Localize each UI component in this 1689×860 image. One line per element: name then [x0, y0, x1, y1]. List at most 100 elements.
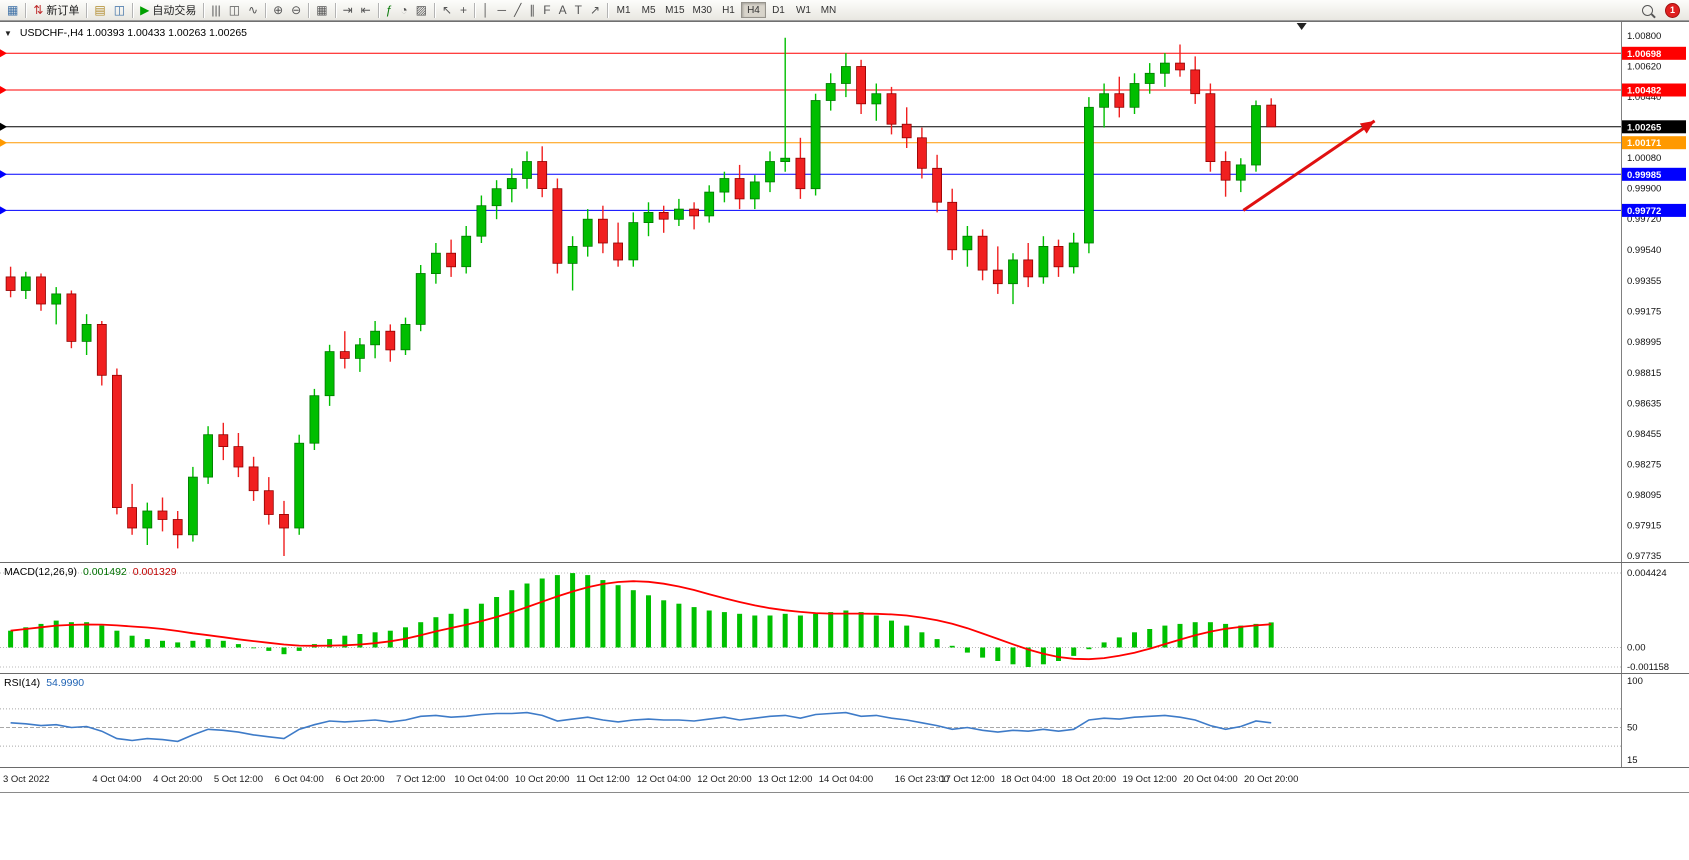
svg-text:0.99720: 0.99720	[1627, 214, 1661, 225]
timeframe-h4-button[interactable]: H4	[740, 2, 766, 18]
svg-text:0.99540: 0.99540	[1627, 245, 1661, 256]
data-window-icon: ◫	[113, 3, 126, 17]
macd-chart[interactable]: 0.004424 0.00 -0.001158	[0, 563, 1689, 673]
cursor-icon: ↖	[441, 3, 453, 17]
toolbar-separator	[132, 2, 134, 18]
chart-shift-button[interactable]: ⇤	[357, 1, 375, 19]
tile-windows-icon: ▦	[316, 3, 328, 17]
trendline-icon: ╱	[514, 3, 522, 17]
zoom-out-button[interactable]: ⊖	[287, 1, 305, 19]
macd-panel[interactable]: MACD(12,26,9) 0.001492 0.001329 0.004424…	[0, 562, 1689, 673]
main-toolbar: ▦ ⇅ 新订单 ▤ ◫ ▶ 自动交易 ||| ◫ ∿ ⊕ ⊖ ▦ ⇥ ⇤ ƒ ◔ ▨ ↖ + │ ─ ╱ ∥ F A T ↗ M1 M5 M…	[0, 0, 1689, 21]
zoom-in-button[interactable]: ⊕	[269, 1, 287, 19]
svg-text:1.00800: 1.00800	[1627, 31, 1661, 42]
rsi-label: RSI(14)	[4, 677, 41, 689]
notification-badge[interactable]: 1	[1665, 2, 1680, 18]
toolbar-separator	[334, 2, 336, 18]
new-order-icon: ⇅	[33, 3, 44, 17]
svg-text:1.00482: 1.00482	[1627, 86, 1661, 97]
svg-text:0.97915: 0.97915	[1627, 521, 1661, 532]
svg-text:0.98095: 0.98095	[1627, 490, 1661, 501]
cursor-button[interactable]: ↖	[438, 1, 456, 19]
toolbar-separator	[86, 2, 88, 18]
crosshair-button[interactable]: +	[456, 1, 471, 19]
text-button[interactable]: A	[555, 1, 571, 19]
tile-windows-button[interactable]: ▦	[312, 1, 331, 19]
timeframe-m5-button[interactable]: M5	[636, 2, 661, 18]
time-label: 11 Oct 12:00	[576, 774, 630, 785]
toolbar-separator	[308, 2, 310, 18]
svg-text:0.99772: 0.99772	[1627, 206, 1661, 217]
candlestick-chart-button[interactable]: ◫	[225, 1, 244, 19]
text-label-button[interactable]: T	[571, 1, 586, 19]
new-chart-button[interactable]: ▦	[3, 1, 22, 19]
timeframe-w1-button[interactable]: W1	[791, 2, 816, 18]
toolbar-group: ▦	[3, 1, 22, 19]
fibonacci-button[interactable]: F	[539, 1, 554, 19]
timeframe-d1-button[interactable]: D1	[766, 2, 791, 18]
svg-text:100: 100	[1627, 676, 1643, 687]
macd-label: MACD(12,26,9)	[4, 566, 77, 578]
timeframe-m15-button[interactable]: M15	[661, 2, 688, 18]
rsi-panel[interactable]: RSI(14) 54.9990 100 50 15	[0, 673, 1689, 767]
svg-text:0.98815: 0.98815	[1627, 368, 1661, 379]
trendline-button[interactable]: ╱	[510, 1, 525, 19]
time-label: 4 Oct 20:00	[153, 774, 203, 785]
toolbar-group: ƒ ◔ ▨	[382, 1, 431, 19]
auto-scroll-button[interactable]: ⇥	[339, 1, 357, 19]
arrows-button[interactable]: ↗	[586, 1, 604, 19]
timeframe-mn-button[interactable]: MN	[816, 2, 841, 18]
indicators-button[interactable]: ƒ	[382, 1, 397, 19]
time-label: 19 Oct 12:00	[1122, 774, 1177, 785]
time-axis[interactable]: 3 Oct 2022 4 Oct 04:00 4 Oct 20:00 5 Oct 12…	[0, 767, 1689, 792]
rsi-chart[interactable]: 100 50 15	[0, 674, 1689, 767]
market-watch-button[interactable]: ▤	[90, 1, 109, 19]
timeframe-h1-button[interactable]: H1	[716, 2, 741, 18]
new-order-button[interactable]: ⇅ 新订单	[29, 1, 83, 19]
autotrading-button[interactable]: ▶ 自动交易	[136, 1, 200, 19]
toolbar-separator	[433, 2, 435, 18]
horizontal-line-icon: ─	[497, 3, 507, 17]
time-label: 6 Oct 04:00	[274, 774, 324, 785]
text-icon: A	[558, 3, 567, 17]
zoom-in-icon: ⊕	[273, 3, 284, 17]
price-chart-panel[interactable]: ▼ USDCHF-,H4 1.00393 1.00433 1.00263 1.0…	[0, 22, 1689, 562]
timeframe-m30-button[interactable]: M30	[689, 2, 716, 18]
toolbar-separator	[474, 2, 476, 18]
svg-text:0.99900: 0.99900	[1627, 184, 1661, 195]
time-label: 14 Oct 04:00	[818, 774, 874, 785]
time-label: 10 Oct 04:00	[454, 774, 509, 785]
time-label: 16 Oct 23:00	[894, 774, 950, 785]
toolbar-separator	[25, 2, 27, 18]
autotrading-button-label: 自动交易	[152, 5, 197, 17]
svg-text:15: 15	[1627, 755, 1638, 766]
bar-chart-button[interactable]: |||	[207, 1, 224, 19]
channel-button[interactable]: ∥	[525, 1, 539, 19]
vertical-line-icon: │	[482, 3, 490, 17]
macd-signal-value: 0.001329	[132, 566, 177, 578]
toolbar-separator	[377, 2, 379, 18]
data-window-button[interactable]: ◫	[110, 1, 129, 19]
time-label: 20 Oct 20:00	[1243, 774, 1299, 785]
templates-button[interactable]: ▨	[412, 1, 431, 19]
timeframe-m1-button[interactable]: M1	[611, 2, 636, 18]
toolbar-group: ⇥ ⇤	[339, 1, 375, 19]
svg-text:0.004424: 0.004424	[1627, 568, 1667, 579]
horizontal-line-button[interactable]: ─	[494, 1, 511, 19]
periods-button[interactable]: ◔	[396, 1, 411, 19]
toolbar-group: ▤ ◫	[90, 1, 129, 19]
bar-chart-icon: |||	[211, 3, 221, 17]
search-button[interactable]	[1638, 1, 1657, 19]
fibonacci-icon: F	[543, 3, 551, 17]
toolbar-separator	[607, 2, 609, 18]
toolbar-group: ▦	[312, 1, 331, 19]
svg-text:0.99985: 0.99985	[1627, 170, 1662, 181]
candlestick-chart[interactable]: 1.008001.006201.004401.002601.000800.999…	[0, 22, 1689, 562]
macd-label-row: MACD(12,26,9) 0.001492 0.001329	[4, 566, 177, 578]
line-chart-button[interactable]: ∿	[244, 1, 262, 19]
collapse-icon[interactable]: ▼	[4, 29, 12, 38]
vertical-line-button[interactable]: │	[478, 1, 494, 19]
templates-icon: ▨	[415, 3, 427, 17]
time-label: 20 Oct 04:00	[1183, 774, 1238, 785]
